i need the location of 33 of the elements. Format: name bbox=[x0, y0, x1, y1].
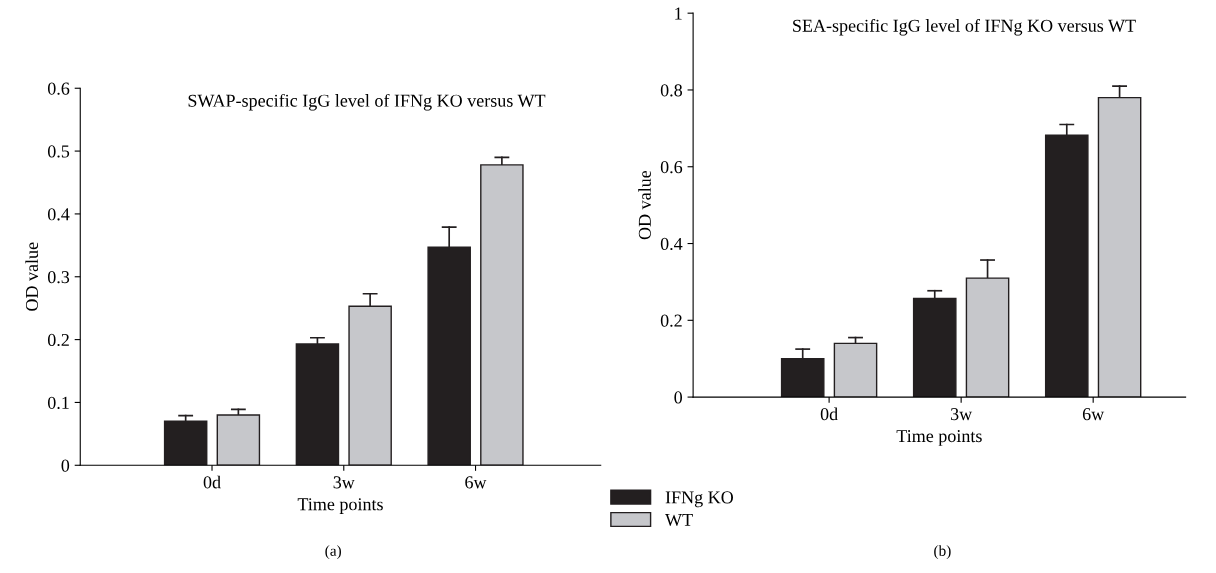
chart-title: SWAP-specific IgG level of IFNg KO versus WT bbox=[188, 93, 546, 111]
y-axis-title: OD value bbox=[25, 242, 39, 311]
y-tick-label: 0 bbox=[61, 459, 70, 472]
y-tick-label: 0.5 bbox=[47, 145, 70, 158]
y-tick-label: 0.2 bbox=[660, 314, 682, 327]
x-tick-label: 6w bbox=[1082, 408, 1105, 421]
y-tick-label: 0.6 bbox=[47, 82, 70, 95]
y-tick-label: 0.3 bbox=[47, 271, 70, 284]
legend-label: IFNg KO bbox=[665, 491, 734, 508]
chart-title: SEA-specific IgG level of IFNg KO versus WT bbox=[793, 18, 1136, 36]
y-tick-label: 0 bbox=[674, 391, 683, 404]
bar bbox=[216, 414, 261, 466]
y-tick-label: 0.4 bbox=[660, 237, 683, 251]
bar bbox=[295, 343, 340, 466]
y-tick-label: 0.1 bbox=[47, 396, 69, 409]
x-tick-label: 0d bbox=[203, 475, 221, 489]
x-tick-label: 3w bbox=[950, 408, 973, 421]
text: (b) bbox=[934, 545, 951, 560]
x-tick-label: 0d bbox=[820, 407, 838, 421]
bar bbox=[163, 420, 208, 466]
y-tick-label: 1 bbox=[675, 7, 682, 20]
y-tick-label: 0.6 bbox=[660, 161, 683, 174]
y-axis-title: OD value bbox=[638, 170, 651, 240]
x-axis-title: Time points bbox=[297, 498, 383, 514]
y-tick-label: 0.8 bbox=[660, 84, 683, 97]
text: (a) bbox=[325, 545, 341, 560]
y-tick-label: 0.2 bbox=[47, 333, 69, 347]
x-tick-label: 3w bbox=[333, 476, 355, 489]
x-tick-label: 6w bbox=[465, 476, 487, 489]
bar bbox=[833, 342, 878, 398]
y-tick-label: 0.4 bbox=[47, 208, 70, 221]
legend-label: WT bbox=[665, 513, 693, 527]
x-axis-title: Time points bbox=[896, 430, 982, 446]
